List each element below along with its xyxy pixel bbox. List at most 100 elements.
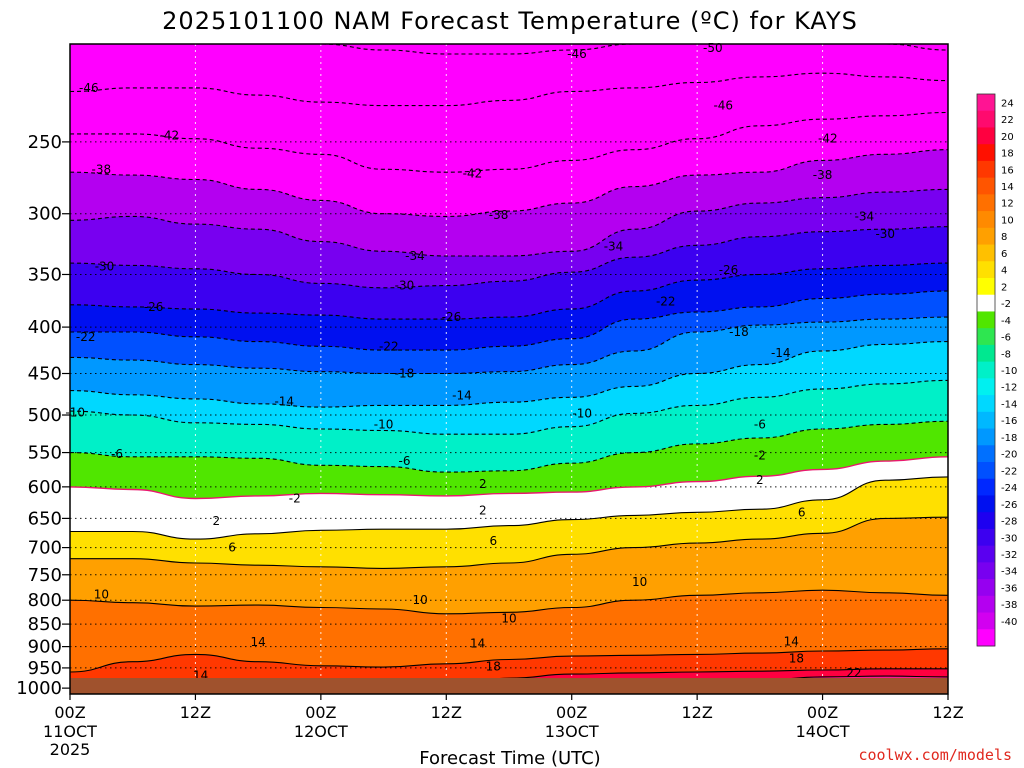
colorbar-swatch [977, 378, 995, 396]
colorbar-swatch [977, 579, 995, 597]
colorbar-label: -26 [1001, 500, 1017, 511]
gridlines [70, 44, 948, 678]
isotherm-10 [70, 589, 948, 615]
contour-label: -6 [111, 447, 123, 461]
colorbar-swatch [977, 629, 995, 647]
contour-label: -34 [855, 209, 875, 223]
contour-labels: -46-46 -50-46-42 -42-42-38 -38-38-34-34-34-… [65, 41, 895, 682]
contour-label: -10 [65, 406, 85, 420]
isotherm--2 [70, 456, 948, 500]
y-tick-label: 550 [28, 443, 62, 464]
contour-label: -46 [713, 99, 733, 113]
contour-label: -30 [95, 260, 115, 274]
contour-label: 18 [486, 660, 501, 674]
colorbar-swatch [977, 361, 995, 379]
y-tick-label: 250 [28, 132, 62, 153]
x-tick-label: 12Z [932, 703, 963, 722]
colorbar-label: -32 [1001, 550, 1017, 561]
y-tick-label: 300 [28, 204, 62, 225]
colorbar-label: 4 [1001, 266, 1007, 277]
colorbar-swatch [977, 211, 995, 229]
contour-label: 10 [632, 575, 647, 589]
colorbar-label: -40 [1001, 617, 1017, 628]
colorbar-label: 12 [1001, 199, 1014, 210]
contour-label: -46 [79, 81, 99, 95]
contour-label: 2 [756, 473, 764, 487]
colorbar-label: -34 [1001, 567, 1017, 578]
colorbar-label: 10 [1001, 215, 1014, 226]
contour-label: -38 [92, 162, 112, 176]
colorbar-label: -20 [1001, 450, 1017, 461]
contour-label: -30 [395, 279, 415, 293]
contour-label: 2 [479, 503, 487, 517]
y-tick-label: 350 [28, 264, 62, 285]
contour-label: 6 [798, 505, 806, 519]
x-tick-label: 00Z [54, 703, 85, 722]
contour-label: -38 [813, 168, 833, 182]
colorbar-swatch [977, 478, 995, 496]
credit-link[interactable]: coolwx.com/models [858, 746, 1012, 764]
colorbar-swatch [977, 194, 995, 212]
colorbar-swatch [977, 495, 995, 513]
isotherm--22 [70, 290, 948, 351]
contour-label: -2 [289, 492, 301, 506]
contour-label: -22 [76, 330, 96, 344]
colorbar-swatch [977, 110, 995, 128]
colorbar-swatch [977, 545, 995, 563]
chart-title: 2025101100 NAM Forecast Temperature (ºC)… [162, 7, 858, 35]
isotherm--38 [70, 149, 948, 217]
contour-label: 10 [501, 611, 516, 625]
isotherm--50 [70, 44, 948, 55]
contour-label: -14 [771, 346, 791, 360]
colorbar-label: 16 [1001, 165, 1014, 176]
contour-label: -10 [572, 406, 592, 420]
isotherm-2 [70, 476, 948, 540]
colorbar-swatch [977, 144, 995, 162]
x-tick-date: 14OCT [796, 722, 850, 741]
isotherm--42 [70, 111, 948, 173]
colorbar-label: 20 [1001, 132, 1014, 143]
isotherm-contours [70, 44, 948, 678]
colorbar-label: 2 [1001, 282, 1007, 293]
colorbar-swatch [977, 127, 995, 145]
isotherm-14 [70, 648, 948, 673]
colorbar-label: -28 [1001, 517, 1017, 528]
contour-label: 2 [479, 477, 487, 491]
contour-label: -22 [656, 295, 676, 309]
x-axis-label: Forecast Time (UTC) [419, 748, 600, 768]
colorbar-label: 22 [1001, 115, 1014, 126]
colorbar-swatch [977, 411, 995, 430]
y-tick-label: 900 [28, 637, 62, 658]
contour-label: 2 [213, 514, 221, 528]
fill-band--50 [70, 44, 948, 54]
contour-label: -26 [442, 310, 462, 324]
isotherm-6 [70, 516, 948, 569]
contour-label: -30 [875, 227, 895, 241]
contour-label: 18 [789, 652, 804, 666]
colorbar-label: -2 [1001, 299, 1011, 310]
colorbar-swatch [977, 428, 995, 446]
colorbar-swatch [977, 612, 995, 630]
isotherm--10 [70, 379, 948, 435]
colorbar-swatch [977, 94, 995, 112]
contour-label: -10 [374, 417, 394, 431]
colorbar-swatch [977, 177, 995, 195]
contour-label: -18 [395, 367, 415, 381]
colorbar-swatch [977, 244, 995, 262]
y-tick-label: 650 [28, 508, 62, 529]
colorbar-swatch [977, 294, 995, 312]
colorbar-label: -12 [1001, 383, 1017, 394]
colorbar-swatch [977, 278, 995, 296]
contour-label: -42 [818, 132, 838, 146]
isotherm--34 [70, 188, 948, 257]
temperature-fill-layer [70, 44, 948, 678]
contour-label: 10 [94, 587, 109, 601]
x-tick-label: 00Z [807, 703, 838, 722]
contour-label: -2 [754, 448, 766, 462]
contour-label: 14 [470, 637, 485, 651]
contour-label: -42 [159, 129, 179, 143]
contour-label: -42 [463, 167, 483, 181]
colorbar-label: -16 [1001, 416, 1017, 427]
contour-label: -34 [405, 249, 425, 263]
